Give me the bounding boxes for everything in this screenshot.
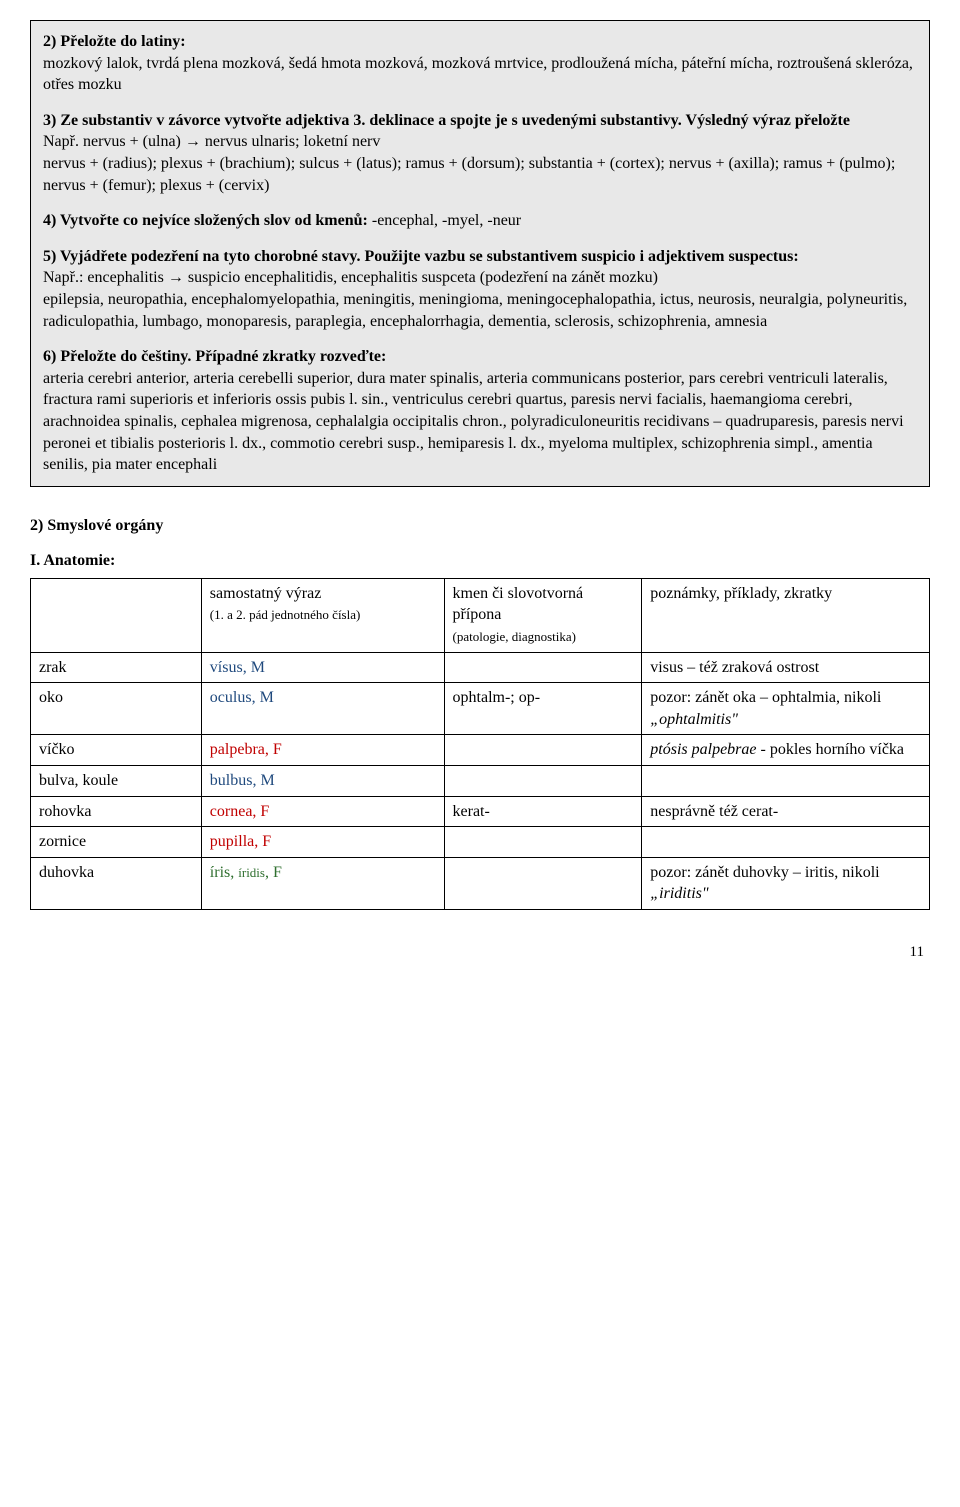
note-a: pozor: zánět duhovky – iritis, nikoli xyxy=(650,864,879,881)
cell-stem: ophtalm-; op- xyxy=(444,683,642,735)
exercise-5: 5) Vyjádřete podezření na tyto chorobné … xyxy=(43,246,917,332)
cell-note: visus – též zraková ostrost xyxy=(642,652,930,683)
cell-stem xyxy=(444,827,642,858)
ex5-heading: 5) Vyjádřete podezření na tyto chorobné … xyxy=(43,248,799,265)
note-b: - pokles horního víčka xyxy=(757,741,905,758)
table-row: zornice pupilla, F xyxy=(31,827,930,858)
exercise-6: 6) Přeložte do češtiny. Případné zkratky… xyxy=(43,346,917,476)
ex3-heading: 3) Ze substantiv v závorce vytvořte adje… xyxy=(43,112,850,129)
cell-latin: oculus, M xyxy=(201,683,444,735)
cell-cz: duhovka xyxy=(31,857,202,909)
ex6-heading: 6) Přeložte do češtiny. Případné zkratky… xyxy=(43,348,386,365)
table-row: duhovka íris, íridis, F pozor: zánět duh… xyxy=(31,857,930,909)
header-blank xyxy=(31,578,202,652)
cell-stem xyxy=(444,735,642,766)
ex4-heading: 4) Vytvořte co nejvíce složených slov od… xyxy=(43,212,368,229)
exercise-4: 4) Vytvořte co nejvíce složených slov od… xyxy=(43,210,917,232)
exercise-2: 2) Přeložte do latiny: mozkový lalok, tv… xyxy=(43,31,917,96)
cell-cz: bulva, koule xyxy=(31,766,202,797)
cell-stem xyxy=(444,857,642,909)
latin-b: íridis xyxy=(238,865,265,880)
ex3-line2: nervus + (radius); plexus + (brachium); … xyxy=(43,155,895,194)
cell-latin: pupilla, F xyxy=(201,827,444,858)
cell-cz: zrak xyxy=(31,652,202,683)
header-col2: samostatný výraz (1. a 2. pád jednotného… xyxy=(201,578,444,652)
cell-stem xyxy=(444,766,642,797)
h3a: kmen či slovotvorná přípona xyxy=(453,585,584,624)
cell-latin: íris, íridis, F xyxy=(201,857,444,909)
table-row: oko oculus, M ophtalm-; op- pozor: zánět… xyxy=(31,683,930,735)
h4: poznámky, příklady, zkratky xyxy=(650,585,832,602)
ex2-body: mozkový lalok, tvrdá plena mozková, šedá… xyxy=(43,55,913,94)
note-a: ptósis palpebrae xyxy=(650,741,756,758)
cell-latin: vísus, M xyxy=(201,652,444,683)
cell-latin: bulbus, M xyxy=(201,766,444,797)
ex3-line1: Např. nervus + (ulna) → nervus ulnaris; … xyxy=(43,133,380,150)
note-b: „ophtalmitis" xyxy=(650,711,738,728)
cell-note: pozor: zánět oka – ophtalmia, nikoli „op… xyxy=(642,683,930,735)
cell-note xyxy=(642,766,930,797)
latin-c: , F xyxy=(265,864,282,881)
table-row: zrak vísus, M visus – též zraková ostros… xyxy=(31,652,930,683)
h2a: samostatný výraz xyxy=(210,585,322,602)
cell-latin: palpebra, F xyxy=(201,735,444,766)
cell-cz: oko xyxy=(31,683,202,735)
page-number: 11 xyxy=(30,942,930,962)
cell-stem: kerat- xyxy=(444,796,642,827)
h3b: (patologie, diagnostika) xyxy=(453,629,576,644)
table-row: bulva, koule bulbus, M xyxy=(31,766,930,797)
ex6-body: arteria cerebri anterior, arteria cerebe… xyxy=(43,370,904,473)
cell-note xyxy=(642,827,930,858)
ex5-line2: epilepsia, neuropathia, encephalomyelopa… xyxy=(43,291,907,330)
cell-cz: rohovka xyxy=(31,796,202,827)
table-row: víčko palpebra, F ptósis palpebrae - pok… xyxy=(31,735,930,766)
ex4-rest: -encephal, -myel, -neur xyxy=(368,212,521,229)
cell-cz: víčko xyxy=(31,735,202,766)
note-a: pozor: zánět oka – ophtalmia, nikoli xyxy=(650,689,881,706)
cell-latin: cornea, F xyxy=(201,796,444,827)
exercise-3: 3) Ze substantiv v závorce vytvořte adje… xyxy=(43,110,917,196)
cell-cz: zornice xyxy=(31,827,202,858)
latin-a: íris, xyxy=(210,864,238,881)
cell-stem xyxy=(444,652,642,683)
header-col3: kmen či slovotvorná přípona (patologie, … xyxy=(444,578,642,652)
ex5-line1: Např.: encephalitis → suspicio encephali… xyxy=(43,269,658,286)
note-b: „iriditis" xyxy=(650,885,708,902)
anatomy-label: I. Anatomie: xyxy=(30,550,930,572)
table-row: rohovka cornea, F kerat- nesprávně též c… xyxy=(31,796,930,827)
exercise-box: 2) Přeložte do latiny: mozkový lalok, tv… xyxy=(30,20,930,487)
cell-note: ptósis palpebrae - pokles horního víčka xyxy=(642,735,930,766)
header-col4: poznámky, příklady, zkratky xyxy=(642,578,930,652)
table-header-row: samostatný výraz (1. a 2. pád jednotného… xyxy=(31,578,930,652)
cell-note: nesprávně též cerat- xyxy=(642,796,930,827)
cell-note: pozor: zánět duhovky – iritis, nikoli „i… xyxy=(642,857,930,909)
ex2-heading: 2) Přeložte do latiny: xyxy=(43,33,186,50)
h2b: (1. a 2. pád jednotného čísla) xyxy=(210,607,361,622)
section-title: 2) Smyslové orgány xyxy=(30,515,930,537)
anatomy-table: samostatný výraz (1. a 2. pád jednotného… xyxy=(30,578,930,910)
